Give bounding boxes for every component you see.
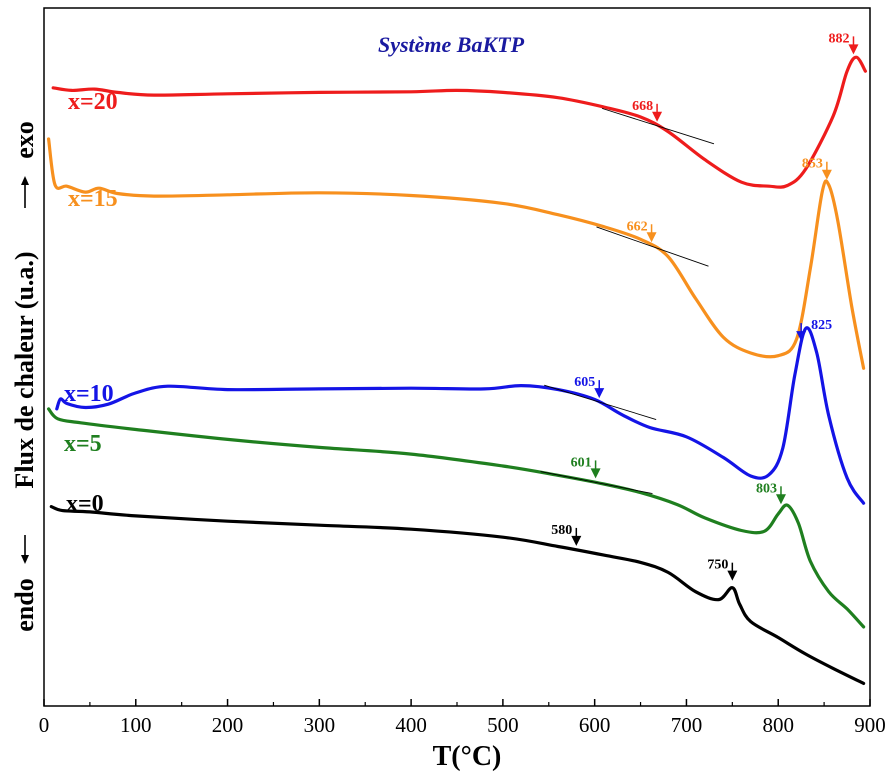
series-label-x-20: x=20: [68, 89, 118, 115]
annotation-label: 580: [551, 523, 572, 538]
annotation-arrow-icon: [590, 468, 601, 479]
series-line-x-0: [49, 505, 866, 685]
annotation-label: 605: [574, 375, 595, 390]
series-line-x-10: [55, 326, 866, 505]
annotation-label: 662: [627, 219, 648, 234]
annotation-label: 668: [632, 99, 653, 114]
x-tick-label: 400: [395, 713, 427, 737]
x-tick-label: 0: [39, 713, 50, 737]
y-axis-title: endo Flux de chaleur (u.a.) exo: [10, 121, 39, 632]
series-label-x-10: x=10: [64, 381, 114, 407]
annotation-label: 803: [756, 481, 777, 496]
x-tick-label: 600: [579, 713, 611, 737]
x-tick-label: 300: [304, 713, 336, 737]
x-tick-label: 800: [762, 713, 794, 737]
chart-title: Système BaKTP: [378, 32, 525, 57]
annotation-arrow-icon: [571, 535, 582, 546]
annotation-arrow-icon: [775, 494, 786, 505]
tangent-line: [596, 226, 709, 267]
annotation-arrow-icon: [848, 44, 859, 55]
x-tick-label: 200: [212, 713, 244, 737]
annotation-arrow-icon: [821, 169, 832, 180]
annotation-label: 882: [828, 31, 849, 46]
annotation-arrow-icon: [646, 232, 657, 243]
annotation-arrow-icon: [652, 111, 663, 122]
annotation-label: 750: [707, 558, 728, 573]
series-label-x-0: x=0: [66, 491, 104, 517]
x-tick-label: 500: [487, 713, 519, 737]
x-tick-label: 900: [854, 713, 886, 737]
tangent-line: [540, 471, 653, 495]
tangent-line: [601, 107, 715, 145]
annotation-label: 825: [811, 318, 832, 333]
x-tick-label: 100: [120, 713, 152, 737]
y-axis-endo-label: endo: [10, 578, 39, 631]
plot-frame: [43, 7, 871, 707]
series-line-x-5: [47, 407, 866, 629]
annotation-label: 853: [802, 157, 823, 172]
tangent-line: [521, 538, 634, 562]
axes: 0 100 200 300 400 500 600 700 800 900: [39, 7, 886, 737]
y-axis-main-label: Flux de chaleur (u.a.): [10, 251, 39, 488]
exo-arrow-icon: [21, 176, 29, 185]
tangent-line: [544, 384, 657, 420]
annotation-arrow-icon: [727, 570, 738, 581]
series-line-x-20: [51, 55, 867, 189]
annotation-label: 601: [571, 455, 592, 470]
series-line-x-15: [47, 137, 866, 370]
endo-arrow-icon: [21, 555, 29, 564]
annotation-arrow-icon: [796, 331, 807, 342]
annotation-arrow-icon: [594, 388, 605, 399]
series-label-x-15: x=15: [68, 186, 118, 212]
labels: T(°C) endo Flux de chaleur (u.a.) exo Systèm…: [10, 31, 859, 772]
plot-area: [47, 55, 867, 685]
x-axis-title: T(°C): [433, 741, 502, 772]
x-tick-label: 700: [671, 713, 703, 737]
series-label-x-5: x=5: [64, 431, 102, 457]
y-axis-exo-label: exo: [10, 121, 39, 159]
